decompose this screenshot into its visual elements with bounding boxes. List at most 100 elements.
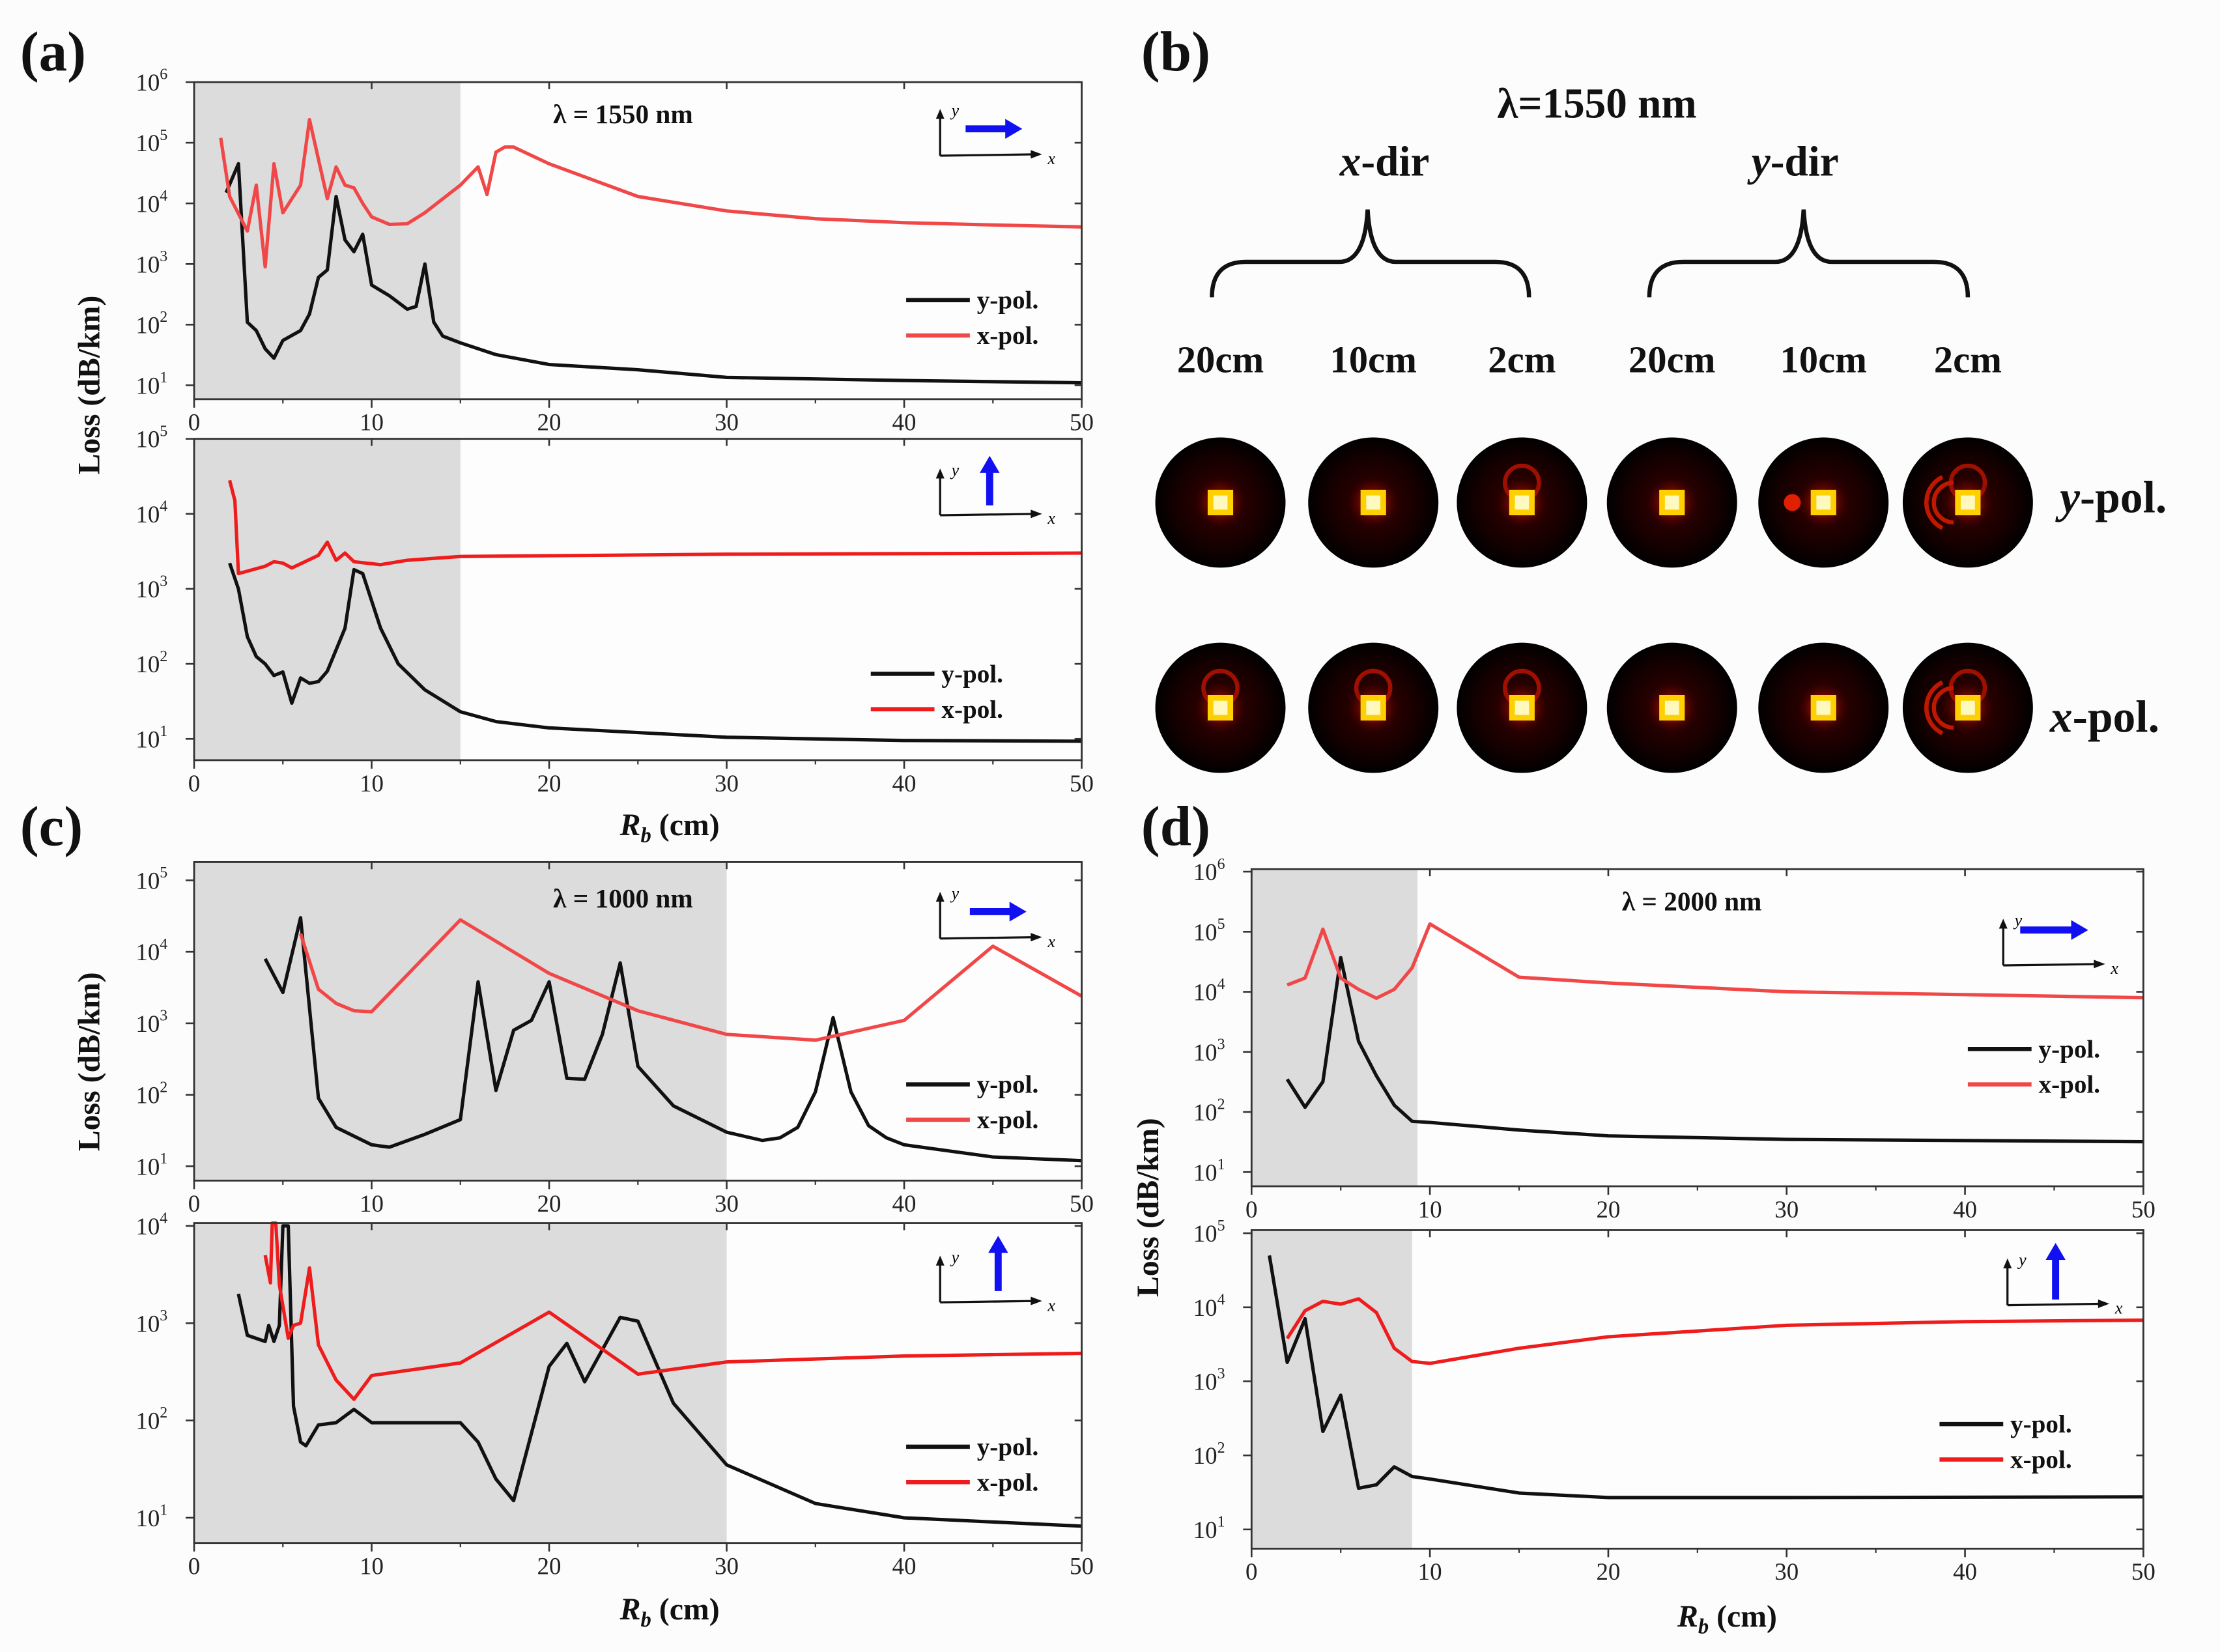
y-tick-exponent: 1 <box>160 723 167 740</box>
shaded-region <box>194 862 727 1181</box>
y-tick-exponent: 4 <box>1217 1291 1225 1308</box>
y-tick-exponent: 1 <box>160 1502 167 1519</box>
y-tick-label: 101 <box>1193 1514 1225 1543</box>
panel-label-d: (d) <box>1141 795 1210 857</box>
shaded-region <box>194 1223 727 1543</box>
y-tick-label: 101 <box>135 369 167 399</box>
series-line-x-pol <box>298 918 1083 1042</box>
legend-label: x-pol. <box>977 322 1039 350</box>
series-line-x-pol <box>219 118 1082 269</box>
y-tick-base: 10 <box>135 1310 160 1337</box>
y-tick-exponent: 3 <box>160 248 167 265</box>
y-tick-exponent: 3 <box>160 573 167 590</box>
y-tick-exponent: 1 <box>1217 1156 1225 1173</box>
x-tick-label: 30 <box>715 1552 739 1579</box>
series-line-y-pol <box>236 1224 1082 1528</box>
mode-field-image <box>1457 642 1587 773</box>
y-tick-exponent: 1 <box>1217 1514 1225 1531</box>
core-peak <box>1213 700 1228 715</box>
y-tick-label: 105 <box>135 864 167 894</box>
field-arrow-head <box>1009 902 1027 922</box>
y-tick-base: 10 <box>135 1010 160 1037</box>
group-label-x-dir: x-dir <box>1339 138 1430 185</box>
shaded-region <box>194 82 461 399</box>
chart-title: λ = 2000 nm <box>1622 886 1762 916</box>
field-arrow-head <box>988 1236 1008 1253</box>
legend-label: y-pol. <box>977 1071 1039 1099</box>
x-tick-label: 50 <box>2131 1558 2156 1585</box>
inset-x-label: x <box>1047 149 1055 168</box>
y-tick-label: 105 <box>135 127 167 156</box>
inset-axes <box>939 472 1037 517</box>
y-tick-label: 102 <box>135 1079 167 1108</box>
chart-title: λ = 1550 nm <box>553 99 693 129</box>
core-peak <box>1366 700 1381 715</box>
y-axis-label-a: Loss (dB/km) <box>72 296 106 475</box>
y-tick-base: 10 <box>135 373 160 399</box>
y-tick-exponent: 4 <box>160 936 167 953</box>
core-peak <box>1366 495 1381 510</box>
y-tick-exponent: 4 <box>1217 976 1225 993</box>
x-tick-label: 10 <box>1418 1196 1442 1223</box>
x-tick-label: 20 <box>537 1552 562 1579</box>
y-tick-exponent: 6 <box>1217 856 1225 873</box>
y-tick-label: 104 <box>1193 976 1225 1005</box>
shaded-region <box>1251 869 1417 1187</box>
y-tick-base: 10 <box>135 1153 160 1180</box>
x-tick-label: 10 <box>360 1190 384 1217</box>
x-tick-label: 20 <box>537 770 562 797</box>
y-tick-label: 105 <box>1193 916 1225 945</box>
x-tick-label: 20 <box>537 1190 562 1217</box>
x-tick-label: 30 <box>1774 1196 1799 1223</box>
bend-radius-label: 10cm <box>1330 339 1417 381</box>
y-tick-label: 102 <box>1193 1096 1225 1126</box>
y-tick-exponent: 5 <box>1217 916 1225 933</box>
y-tick-exponent: 1 <box>160 369 167 386</box>
x-tick-label: 30 <box>715 1190 739 1217</box>
bend-radius-label: 20cm <box>1629 339 1716 381</box>
y-tick-exponent: 5 <box>1217 1218 1225 1234</box>
y-tick-exponent: 1 <box>160 1150 167 1167</box>
bend-radius-label: 2cm <box>1934 339 2002 381</box>
x-tick-label: 10 <box>360 409 384 436</box>
x-tick-label: 50 <box>1070 1190 1094 1217</box>
x-tick-label: 0 <box>188 409 200 436</box>
y-tick-exponent: 2 <box>160 1079 167 1096</box>
y-tick-label: 104 <box>135 188 167 217</box>
shaded-region <box>194 438 461 760</box>
y-tick-base: 10 <box>1193 1039 1217 1066</box>
y-tick-base: 10 <box>135 501 160 528</box>
y-tick-exponent: 2 <box>1217 1440 1225 1457</box>
inset-axes <box>2002 922 2100 967</box>
inset-x-label: x <box>2110 959 2118 978</box>
shaded-region <box>1251 1230 1412 1549</box>
y-tick-label: 106 <box>135 66 167 96</box>
x-tick-label: 20 <box>1596 1196 1620 1223</box>
field-direction-inset: yx <box>935 101 1055 168</box>
core-peak <box>1961 700 1975 715</box>
inset-x-label: x <box>1047 1296 1055 1315</box>
panel-label-a: (a) <box>20 21 86 83</box>
y-tick-base: 10 <box>135 1408 160 1434</box>
y-tick-base: 10 <box>1193 1294 1217 1321</box>
x-tick-label: 40 <box>892 1552 917 1579</box>
x-tick-label: 50 <box>2131 1196 2156 1223</box>
x-tick-label: 40 <box>892 1190 917 1217</box>
field-arrow-head <box>2045 1242 2066 1260</box>
y-tick-base: 10 <box>1193 979 1217 1006</box>
x-tick-label: 30 <box>1774 1558 1799 1585</box>
mode-field-image <box>1457 437 1587 568</box>
legend-label: y-pol. <box>977 1433 1039 1461</box>
y-tick-label: 102 <box>1193 1440 1225 1469</box>
y-tick-base: 10 <box>1193 859 1217 885</box>
y-tick-base: 10 <box>135 426 160 453</box>
y-tick-exponent: 5 <box>160 423 167 440</box>
mode-field-image <box>1902 642 2033 773</box>
y-tick-base: 10 <box>135 251 160 278</box>
side-lobe-rings <box>1924 475 1954 530</box>
x-tick-label: 20 <box>1596 1558 1620 1585</box>
bend-radius-label: 2cm <box>1488 339 1556 381</box>
